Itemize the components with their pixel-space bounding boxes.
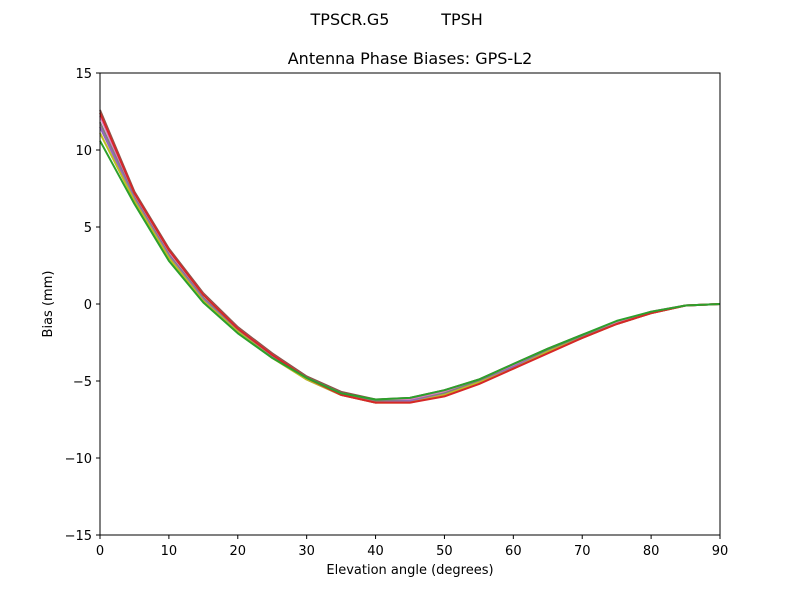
x-axis-label: Elevation angle (degrees) — [326, 563, 493, 578]
series-line-2 — [99, 115, 721, 402]
x-tick-label: 90 — [712, 544, 729, 559]
y-axis-ticks: −15 −10 −5 0 5 10 15 — [65, 67, 100, 544]
series-line-7 — [99, 140, 721, 401]
series-line-5 — [99, 132, 721, 404]
x-tick-label: 30 — [298, 544, 315, 559]
series-line-3 — [99, 121, 721, 402]
y-tick-label: 15 — [75, 67, 92, 82]
suptitle-radome: TPSH — [440, 10, 483, 29]
series-lines — [99, 109, 721, 404]
x-tick-label: 0 — [96, 544, 104, 559]
x-tick-label: 60 — [505, 544, 522, 559]
series-line-6 — [99, 112, 721, 404]
plot-frame — [99, 72, 721, 536]
y-tick-label: −15 — [65, 529, 92, 544]
x-axis-ticks: 0 10 20 30 40 50 60 70 80 90 — [96, 535, 728, 559]
y-tick-label: 10 — [75, 144, 92, 159]
y-tick-label: −5 — [73, 375, 92, 390]
x-tick-label: 20 — [230, 544, 247, 559]
y-tick-label: 5 — [84, 221, 92, 236]
y-tick-label: 0 — [84, 298, 92, 313]
y-axis-label: Bias (mm) — [41, 271, 56, 338]
series-line-4 — [99, 126, 721, 404]
y-tick-label: −10 — [65, 452, 92, 467]
suptitle-antenna: TPSCR.G5 — [310, 10, 390, 29]
series-line-1 — [99, 109, 721, 401]
x-tick-label: 10 — [161, 544, 178, 559]
x-tick-label: 40 — [367, 544, 384, 559]
x-tick-label: 50 — [436, 544, 453, 559]
x-tick-label: 70 — [574, 544, 591, 559]
x-tick-label: 80 — [643, 544, 660, 559]
chart-title: Antenna Phase Biases: GPS-L2 — [288, 49, 533, 68]
